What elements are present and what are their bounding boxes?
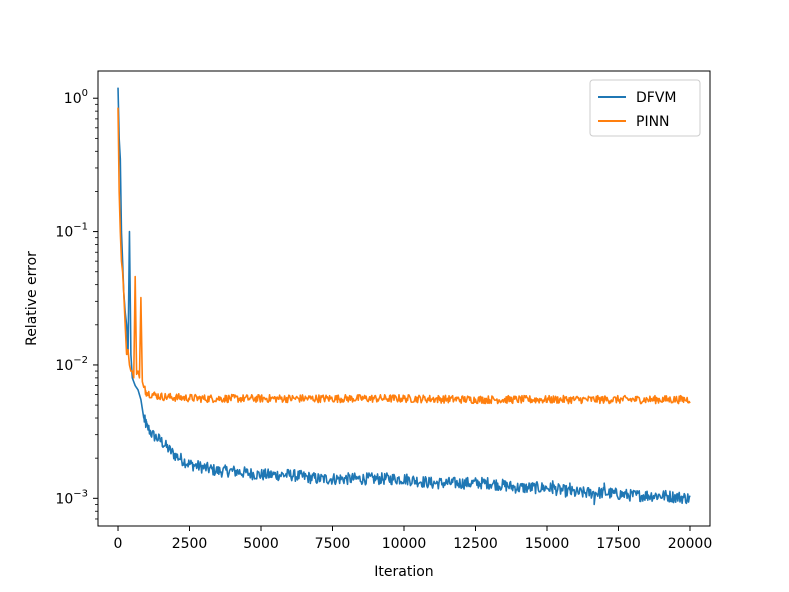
- y-tick-label: 100: [64, 88, 88, 107]
- x-tick-label: 10000: [382, 536, 427, 552]
- y-tick-label: 10−1: [55, 222, 88, 241]
- x-axis: 0 2500 5000 7500 10000 12500 15000 17500 20000: [114, 526, 713, 552]
- x-tick-label: 20000: [668, 536, 713, 552]
- legend-label: PINN: [636, 114, 670, 130]
- y-tick-label: 10−3: [55, 488, 88, 507]
- x-axis-label: Iteration: [374, 564, 433, 580]
- x-tick-label: 7500: [315, 536, 351, 552]
- series-layer: [117, 87, 691, 506]
- x-tick-label: 17500: [596, 536, 641, 552]
- legend: DFVM PINN: [589, 79, 701, 137]
- x-tick-label: 15000: [525, 536, 570, 552]
- legend-label: DFVM: [636, 90, 677, 106]
- x-tick-label: 2500: [172, 536, 208, 552]
- x-tick-label: 12500: [453, 536, 498, 552]
- x-tick-label: 0: [114, 536, 123, 552]
- y-axis: 10−3 10−2 10−1 100: [55, 88, 98, 520]
- y-tick-label: 10−2: [55, 355, 88, 374]
- y-axis-label: Relative error: [24, 251, 40, 346]
- series-line-dfvm: [117, 87, 691, 506]
- x-tick-label: 5000: [243, 536, 279, 552]
- series-line-pinn: [117, 107, 691, 405]
